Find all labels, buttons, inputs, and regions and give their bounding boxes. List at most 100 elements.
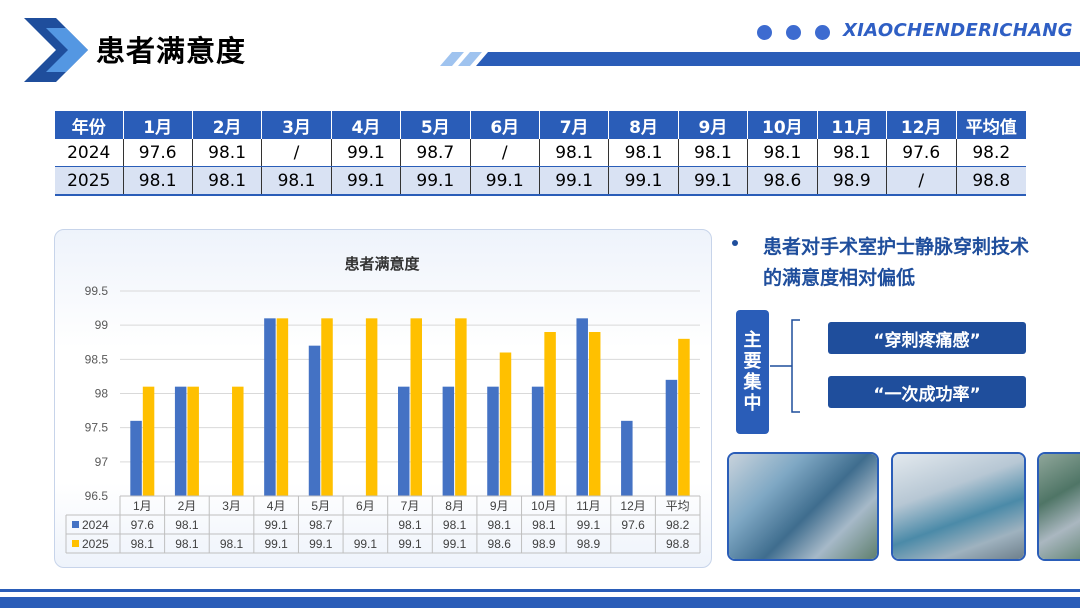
table-cell: 99.1 [608, 166, 679, 196]
chart-card [54, 229, 712, 568]
data-label: 99.1 [443, 537, 467, 551]
table-header-row: 年份 1月 2月 3月 4月 5月 6月 7月 8月 9月 10月 11月 12… [55, 111, 1026, 139]
bar-2024 [665, 379, 678, 496]
y-tick-label: 99.5 [85, 284, 109, 298]
table-cell: 98.6 [747, 166, 818, 196]
label-char: 集 [743, 372, 762, 393]
x-tick-label: 12月 [620, 499, 645, 513]
data-label: 98.1 [175, 518, 199, 532]
table-header: 11月 [817, 111, 887, 139]
table-cell: 99.1 [678, 166, 749, 196]
table-cell: 99.1 [331, 139, 402, 167]
satisfaction-bar-chart: 患者满意度 99.5 99 98.5 98 97.5 97 96.5 1月 2月 3月 4月 5月 6月… [65, 255, 701, 554]
table-cell: 98.1 [678, 139, 749, 167]
data-label: 98.1 [443, 518, 467, 532]
table-header: 3月 [261, 111, 332, 139]
table-cell: 98.1 [747, 139, 818, 167]
bar-2025 [678, 338, 690, 496]
data-label: 98.1 [131, 537, 155, 551]
table-cell: 99.1 [539, 166, 610, 196]
table-cell: 97.6 [123, 139, 193, 167]
table-header: 9月 [678, 111, 749, 139]
table-header: 1月 [123, 111, 193, 139]
table-cell-year: 2024 [55, 139, 124, 167]
x-tick-label: 11月 [576, 499, 600, 513]
main-focus-label: 主 要 集 中 [736, 310, 769, 434]
table-cell: / [261, 139, 332, 167]
y-tick-label: 97.5 [85, 421, 109, 435]
finding-line: 的满意度相对偏低 [763, 267, 916, 289]
table-header: 4月 [331, 111, 402, 139]
dot-icon [815, 25, 830, 40]
bar-2024 [174, 386, 187, 496]
bar-2024 [442, 386, 455, 496]
table-cell: 98.1 [817, 139, 887, 167]
x-tick-label: 7月 [401, 499, 420, 513]
data-label: 98.8 [666, 537, 690, 551]
bar-2024 [264, 318, 276, 496]
table-cell: 98.7 [400, 139, 471, 167]
decorative-dots [757, 25, 837, 41]
chart-title: 患者满意度 [344, 255, 420, 273]
x-tick-label: 4月 [267, 499, 286, 513]
chevron-logo-icon [24, 18, 88, 82]
satisfaction-table: 年份 1月 2月 3月 4月 5月 6月 7月 8月 9月 10月 11月 12… [55, 111, 1026, 196]
y-tick-label: 97 [95, 455, 109, 469]
finding-line: 患者对手术室护士静脉穿刺技术 [763, 236, 1030, 258]
table-cell: 99.1 [470, 166, 540, 196]
legend-key-2024 [72, 521, 79, 528]
bar-2025 [544, 332, 556, 496]
table-cell: 98.9 [817, 166, 887, 196]
x-tick-label: 5月 [311, 499, 330, 513]
data-label: 98.1 [532, 518, 556, 532]
y-tick-label: 96.5 [85, 489, 109, 503]
table-header: 平均值 [956, 111, 1026, 139]
table-cell: 98.1 [192, 139, 263, 167]
label-char: 主 [743, 330, 762, 351]
table-header: 10月 [747, 111, 818, 139]
page-title: 患者满意度 [96, 34, 247, 68]
bar-2025 [455, 318, 467, 496]
bar-2025 [588, 332, 601, 496]
data-label: 98.1 [220, 537, 244, 551]
bar-2024 [130, 420, 142, 496]
label-char: 中 [743, 393, 762, 414]
data-label: 97.6 [621, 518, 645, 532]
brand-text: XIAOCHENDERICHANG [843, 20, 1073, 41]
table-cell: 97.6 [886, 139, 957, 167]
data-label: 98.6 [488, 537, 512, 551]
x-tick-label: 3月 [222, 499, 241, 513]
table-row: 2025 98.1 98.1 98.1 99.1 99.1 99.1 99.1 … [55, 166, 1026, 196]
legend-label: 2025 [82, 537, 109, 551]
finding-text: 患者对手术室护士静脉穿刺技术 的满意度相对偏低 [763, 232, 1063, 294]
x-tick-label: 10月 [531, 499, 556, 513]
dot-icon [786, 25, 801, 40]
table-cell-year: 2025 [55, 166, 124, 196]
x-tick-label: 8月 [445, 499, 464, 513]
data-label: 98.9 [577, 537, 601, 551]
table-cell: 99.1 [400, 166, 471, 196]
legend-key-2025 [72, 540, 79, 547]
table-cell: 98.1 [608, 139, 679, 167]
bar-2024 [487, 386, 499, 496]
y-tick-label: 98.5 [85, 352, 109, 366]
bullet-icon [732, 240, 738, 246]
table-header: 年份 [55, 111, 124, 139]
table-cell: 98.2 [956, 139, 1026, 167]
x-tick-label: 9月 [490, 499, 509, 513]
x-tick-label: 2月 [178, 499, 197, 513]
data-label: 97.6 [131, 518, 155, 532]
data-label: 98.1 [398, 518, 422, 532]
x-tick-label: 1月 [133, 499, 152, 513]
bar-2024 [308, 345, 321, 496]
bar-2024 [621, 420, 633, 496]
table-cell: 98.1 [539, 139, 610, 167]
table-cell: / [470, 139, 540, 167]
photo-thumbnail [1037, 452, 1080, 561]
data-label: 98.7 [309, 518, 333, 532]
bar-2024 [531, 386, 544, 496]
header-stripe [440, 52, 1080, 66]
table-header: 7月 [539, 111, 610, 139]
table-cell: 98.1 [123, 166, 193, 196]
data-label: 99.1 [354, 537, 378, 551]
